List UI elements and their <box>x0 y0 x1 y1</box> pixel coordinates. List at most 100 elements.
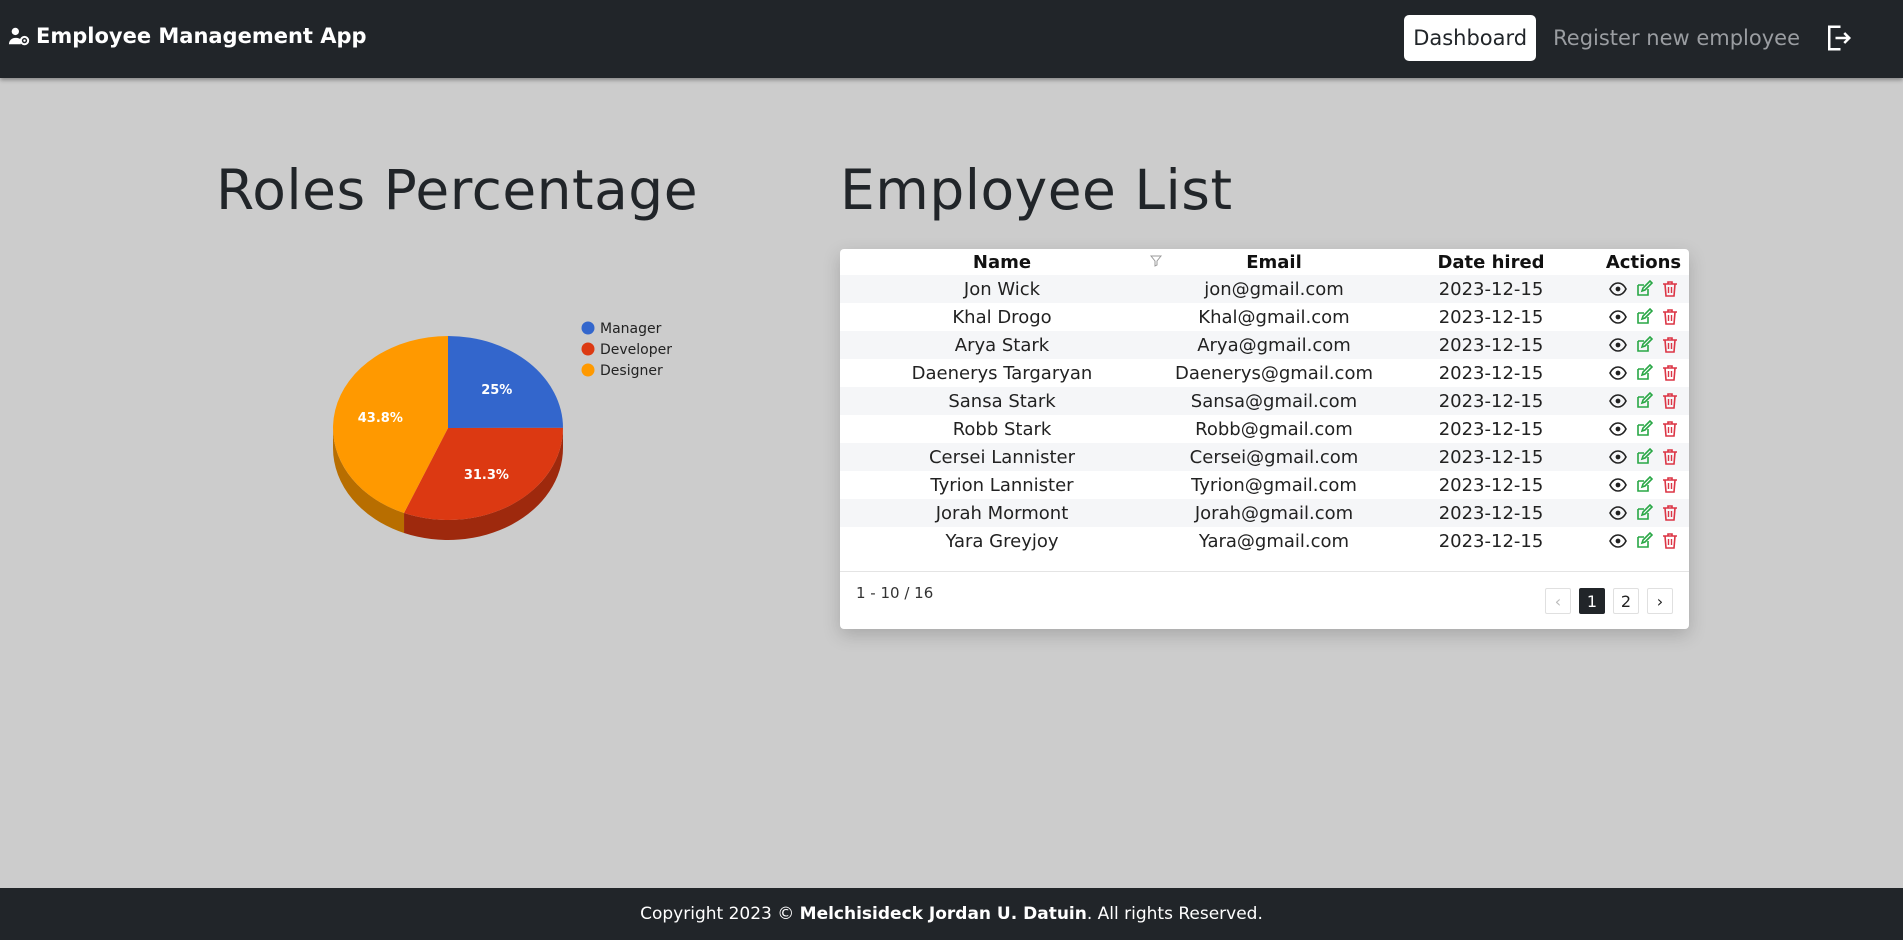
cell-actions <box>1598 275 1689 303</box>
brand[interactable]: Employee Management App <box>8 0 367 72</box>
trash-icon[interactable] <box>1661 280 1679 298</box>
edit-icon[interactable] <box>1635 392 1653 410</box>
employee-table-card: Name Email Date hired Actions Jon Wick jo… <box>840 249 1689 629</box>
eye-icon[interactable] <box>1608 448 1627 466</box>
cell-date-hired: 2023-12-15 <box>1384 275 1598 303</box>
cell-date-hired: 2023-12-15 <box>1384 331 1598 359</box>
table-header-row: Name Email Date hired Actions <box>840 249 1689 275</box>
employee-table: Name Email Date hired Actions Jon Wick jo… <box>840 249 1689 555</box>
column-header-date[interactable]: Date hired <box>1437 251 1545 273</box>
pagination: ‹ 1 2 › <box>1545 588 1673 614</box>
cell-name: Jon Wick <box>840 275 1164 303</box>
cell-name: Sansa Stark <box>840 387 1164 415</box>
eye-icon[interactable] <box>1608 392 1627 410</box>
edit-icon[interactable] <box>1635 364 1653 382</box>
eye-icon[interactable] <box>1608 364 1627 382</box>
cell-date-hired: 2023-12-15 <box>1384 387 1598 415</box>
nav-dashboard[interactable]: Dashboard <box>1404 15 1537 61</box>
trash-icon[interactable] <box>1661 392 1679 410</box>
pagination-range: 1 - 10 / 16 <box>856 584 934 602</box>
cell-actions <box>1598 471 1689 499</box>
table-row: Khal Drogo Khal@gmail.com 2023-12-15 <box>840 303 1689 331</box>
eye-icon[interactable] <box>1608 280 1627 298</box>
eye-icon[interactable] <box>1608 532 1627 550</box>
cell-email: Cersei@gmail.com <box>1164 443 1384 471</box>
edit-icon[interactable] <box>1635 336 1653 354</box>
cell-name: Arya Stark <box>840 331 1164 359</box>
cell-date-hired: 2023-12-15 <box>1438 362 1544 384</box>
pagination-page-2[interactable]: 2 <box>1613 588 1639 614</box>
row-actions <box>1598 532 1689 550</box>
trash-icon[interactable] <box>1661 504 1679 522</box>
edit-icon[interactable] <box>1635 420 1653 438</box>
row-actions <box>1598 476 1689 494</box>
cell-email: Yara@gmail.com <box>1198 530 1350 552</box>
eye-icon[interactable] <box>1608 476 1627 494</box>
edit-icon[interactable] <box>1635 308 1653 326</box>
pie-slice-designer[interactable] <box>332 336 448 514</box>
cell-date-hired: 2023-12-15 <box>1438 306 1544 328</box>
roles-title: Roles Percentage <box>216 158 699 222</box>
trash-icon[interactable] <box>1661 532 1679 550</box>
pagination-page-1[interactable]: 1 <box>1579 588 1605 614</box>
cell-email: Khal@gmail.com <box>1198 306 1350 328</box>
table-row: Sansa Stark Sansa@gmail.com 2023-12-15 <box>840 387 1689 415</box>
eye-icon[interactable] <box>1608 420 1627 438</box>
column-header-name-label: Name <box>972 251 1032 273</box>
cell-actions <box>1598 303 1689 331</box>
table-row: Jon Wick jon@gmail.com 2023-12-15 <box>840 275 1689 303</box>
column-header-name[interactable]: Name <box>840 249 1164 275</box>
cell-date-hired: 2023-12-15 <box>1384 443 1598 471</box>
pie-label-designer: 43.8% <box>358 411 403 426</box>
edit-icon[interactable] <box>1635 448 1653 466</box>
pie-side-developer <box>404 428 563 540</box>
cell-email: Arya@gmail.com <box>1164 331 1384 359</box>
trash-icon[interactable] <box>1661 308 1679 326</box>
table-row: Daenerys Targaryan Daenerys@gmail.com 2023… <box>840 359 1689 387</box>
legend-label-manager[interactable]: Manager <box>600 321 662 337</box>
cell-name: Cersei Lannister <box>840 443 1164 471</box>
filter-icon[interactable] <box>1150 255 1162 267</box>
cell-actions <box>1598 331 1689 359</box>
legend-label-developer[interactable]: Developer <box>600 342 672 358</box>
trash-icon[interactable] <box>1661 336 1679 354</box>
footer-prefix: Copyright 2023 © <box>640 904 795 924</box>
column-header-email[interactable]: Email <box>1246 251 1302 273</box>
pie-label-developer: 31.3% <box>464 468 509 483</box>
cell-name: Khal Drogo <box>952 306 1052 328</box>
footer: Copyright 2023 © Melchisideck Jordan U. … <box>0 888 1903 940</box>
eye-icon[interactable] <box>1608 504 1627 522</box>
cell-date-hired: 2023-12-15 <box>1438 530 1544 552</box>
nav-links: Dashboard Register new employee <box>1404 15 1853 61</box>
pie-slice-developer[interactable] <box>404 427 563 520</box>
logout-icon[interactable] <box>1823 23 1853 53</box>
legend-marker-manager <box>581 321 595 335</box>
table-row: Tyrion Lannister Tyrion@gmail.com 2023-12-… <box>840 471 1689 499</box>
nav-register-employee[interactable]: Register new employee <box>1553 26 1800 50</box>
edit-icon[interactable] <box>1635 280 1653 298</box>
cell-actions <box>1598 527 1689 555</box>
cell-date-hired: 2023-12-15 <box>1438 474 1544 496</box>
edit-icon[interactable] <box>1635 504 1653 522</box>
pie-slice-manager[interactable] <box>448 336 563 428</box>
cell-actions <box>1598 387 1689 415</box>
trash-icon[interactable] <box>1661 448 1679 466</box>
eye-icon[interactable] <box>1608 336 1627 354</box>
trash-icon[interactable] <box>1661 476 1679 494</box>
table-body: Jon Wick jon@gmail.com 2023-12-15 Khal Drog… <box>840 275 1689 555</box>
legend-label-designer[interactable]: Designer <box>600 363 663 379</box>
table-row: Jorah Mormont Jorah@gmail.com 2023-12-15 <box>840 499 1689 527</box>
column-header-actions: Actions <box>1605 251 1682 273</box>
edit-icon[interactable] <box>1635 532 1653 550</box>
roles-pie-chart: 25% 31.3% 43.8% Manager Developer Designer <box>320 300 700 560</box>
cell-email: Tyrion@gmail.com <box>1191 474 1357 496</box>
edit-icon[interactable] <box>1635 476 1653 494</box>
trash-icon[interactable] <box>1661 364 1679 382</box>
cell-email: jon@gmail.com <box>1164 275 1384 303</box>
pagination-prev[interactable]: ‹ <box>1545 588 1571 614</box>
pagination-next[interactable]: › <box>1647 588 1673 614</box>
eye-icon[interactable] <box>1608 308 1627 326</box>
trash-icon[interactable] <box>1661 420 1679 438</box>
cell-email: Jorah@gmail.com <box>1164 499 1384 527</box>
table-row: Robb Stark Robb@gmail.com 2023-12-15 <box>840 415 1689 443</box>
